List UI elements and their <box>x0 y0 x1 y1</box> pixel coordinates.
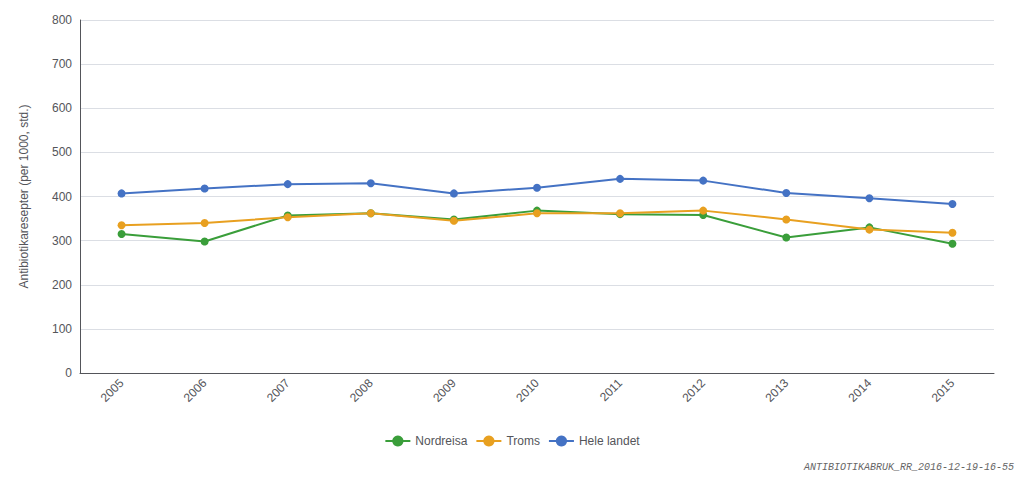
svg-text:2013: 2013 <box>762 376 791 405</box>
svg-text:2010: 2010 <box>513 376 542 405</box>
svg-text:2009: 2009 <box>430 376 459 405</box>
svg-text:0: 0 <box>65 366 72 380</box>
svg-text:2015: 2015 <box>929 376 958 405</box>
svg-text:2011: 2011 <box>597 376 625 404</box>
svg-text:2008: 2008 <box>347 376 376 405</box>
svg-text:2014: 2014 <box>846 376 875 405</box>
svg-text:2005: 2005 <box>98 376 127 405</box>
svg-text:400: 400 <box>52 190 72 204</box>
svg-text:500: 500 <box>52 145 72 159</box>
svg-text:2012: 2012 <box>679 376 708 405</box>
svg-text:Hele landet: Hele landet <box>579 434 640 448</box>
svg-text:Antibiotikaresepter (per 1000,: Antibiotikaresepter (per 1000, std.) <box>17 104 31 288</box>
svg-text:600: 600 <box>52 101 72 115</box>
svg-text:ANTIBIOTIKABRUK_RR_2016-12-19-: ANTIBIOTIKABRUK_RR_2016-12-19-16-55 <box>803 462 1014 473</box>
svg-text:100: 100 <box>52 322 72 336</box>
svg-text:200: 200 <box>52 278 72 292</box>
svg-text:300: 300 <box>52 234 72 248</box>
svg-text:2006: 2006 <box>181 376 210 405</box>
svg-text:2007: 2007 <box>264 376 293 405</box>
svg-text:Troms: Troms <box>506 434 540 448</box>
svg-text:800: 800 <box>52 13 72 27</box>
svg-text:700: 700 <box>52 57 72 71</box>
svg-text:Nordreisa: Nordreisa <box>415 434 467 448</box>
